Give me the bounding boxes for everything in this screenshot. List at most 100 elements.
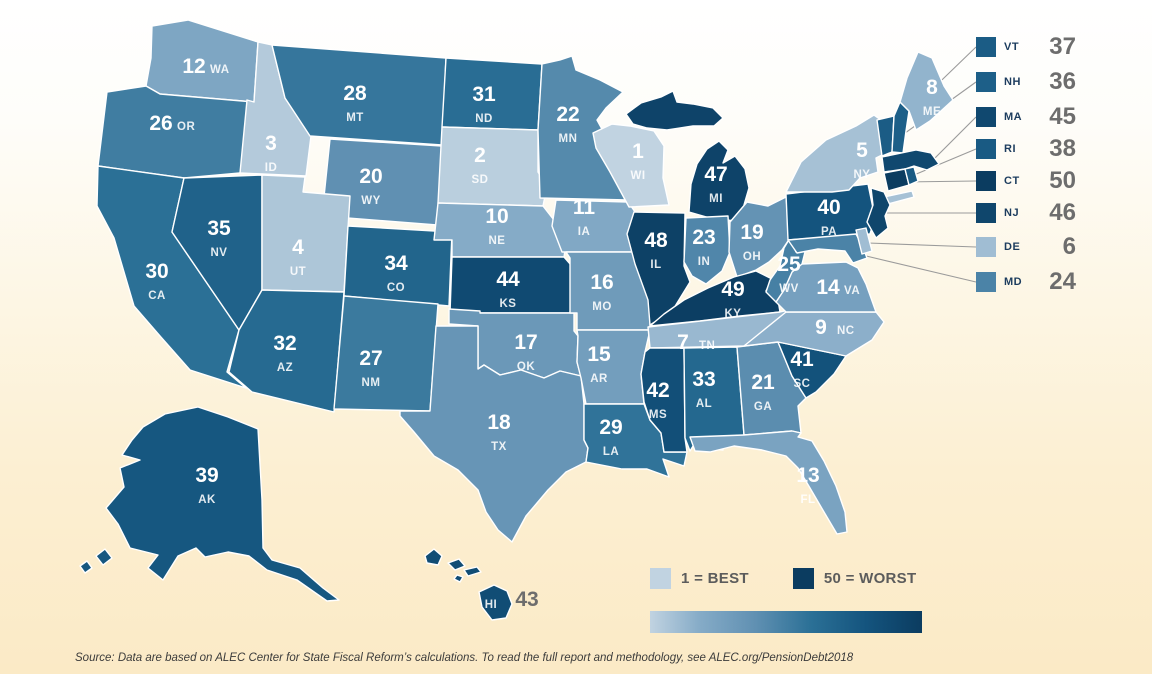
label-tx-abbr: TX xyxy=(491,441,507,453)
swatch-vt xyxy=(976,37,996,57)
label-nm-rank: 27 xyxy=(359,347,382,370)
small-state-rank: 50 xyxy=(1049,167,1076,194)
label-ga-abbr: GA xyxy=(754,401,772,413)
swatch-ri xyxy=(976,139,996,159)
state-hi-oahu xyxy=(447,558,466,571)
state-ak-island-2 xyxy=(79,560,93,574)
state-me xyxy=(899,51,954,131)
label-me-rank: 8 xyxy=(926,76,938,99)
label-il-rank: 48 xyxy=(644,229,668,252)
connector-de xyxy=(867,242,977,248)
label-ny-abbr: NY xyxy=(854,169,871,181)
worst-color-swatch xyxy=(792,567,814,589)
label-wy-abbr: WY xyxy=(361,195,381,207)
small-state-row-md: MD 24 xyxy=(976,268,1076,295)
label-ca-rank: 30 xyxy=(145,260,168,283)
small-state-rank: 37 xyxy=(1049,33,1076,60)
label-ms-abbr: MS xyxy=(649,409,667,421)
best-label: 1 = BEST xyxy=(681,569,749,587)
label-in-abbr: IN xyxy=(698,256,711,268)
label-me-abbr: ME xyxy=(923,106,941,118)
label-hi-rank: 43 xyxy=(515,588,538,611)
state-in xyxy=(683,215,731,285)
label-wv-rank: 25 xyxy=(777,253,801,276)
state-wv xyxy=(765,237,807,303)
small-state-row-ma: MA 45 xyxy=(976,103,1076,130)
small-state-abbr: VT xyxy=(1004,41,1020,53)
label-nv-abbr: NV xyxy=(211,247,228,259)
state-ar xyxy=(576,329,651,405)
label-nc-abbr: NC xyxy=(837,325,855,337)
source-attribution: Source: Data are based on ALEC Center fo… xyxy=(75,652,854,664)
state-ak xyxy=(105,406,340,602)
state-hi-kauai xyxy=(424,548,443,566)
small-state-abbr: NH xyxy=(1004,76,1021,88)
label-ar-rank: 15 xyxy=(587,343,611,366)
state-nm xyxy=(333,295,439,412)
swatch-md xyxy=(976,272,996,292)
swatch-ct xyxy=(976,171,996,191)
label-wi-rank: 1 xyxy=(632,140,644,163)
state-sd xyxy=(437,126,548,207)
small-state-row-nj: NJ 46 xyxy=(976,199,1076,226)
state-hi-maui xyxy=(453,574,464,583)
label-id-abbr: ID xyxy=(265,162,278,174)
label-nv-rank: 35 xyxy=(207,217,231,240)
small-state-abbr: DE xyxy=(1004,241,1021,253)
label-mi-rank: 47 xyxy=(704,163,727,186)
label-ky-abbr: KY xyxy=(725,308,742,320)
label-va-abbr: VA xyxy=(844,285,860,297)
label-mo-abbr: MO xyxy=(592,301,612,313)
small-state-rank: 36 xyxy=(1049,68,1076,95)
small-state-row-ri: RI 38 xyxy=(976,135,1076,162)
scale-legend: 1 = BEST 50 = WORST xyxy=(650,566,926,633)
connector-ma xyxy=(931,116,977,162)
label-ar-abbr: AR xyxy=(590,373,608,385)
state-ak-island-1 xyxy=(95,548,113,566)
state-or xyxy=(97,85,255,179)
label-sd-abbr: SD xyxy=(472,174,489,186)
label-mt-abbr: MT xyxy=(346,112,364,124)
small-state-row-vt: VT 37 xyxy=(976,33,1076,60)
state-hi-molokai xyxy=(463,566,482,577)
label-nc-rank: 9 xyxy=(815,316,827,339)
label-or-rank: 26 xyxy=(149,112,172,135)
small-state-rank: 45 xyxy=(1049,103,1076,130)
label-ca-abbr: CA xyxy=(148,290,166,302)
label-mt-rank: 28 xyxy=(343,82,367,105)
connector-ri xyxy=(913,148,977,176)
state-co xyxy=(343,225,453,307)
label-mn-abbr: MN xyxy=(559,133,578,145)
label-ny-rank: 5 xyxy=(856,139,868,162)
label-oh-abbr: OH xyxy=(743,251,761,263)
label-az-abbr: AZ xyxy=(277,362,293,374)
small-state-abbr: MA xyxy=(1004,111,1023,123)
legend-worst-item: 50 = WORST xyxy=(792,567,917,589)
label-tx-rank: 18 xyxy=(487,411,511,434)
color-scale-gradient-bar xyxy=(650,611,922,633)
small-state-abbr: RI xyxy=(1004,143,1016,155)
label-wy-rank: 20 xyxy=(359,165,382,188)
label-la-rank: 29 xyxy=(599,416,622,439)
state-fl xyxy=(689,430,848,535)
label-nm-abbr: NM xyxy=(362,377,381,389)
swatch-de xyxy=(976,237,996,257)
label-mo-rank: 16 xyxy=(590,271,613,294)
label-sc-rank: 41 xyxy=(790,348,814,371)
state-tx xyxy=(399,325,589,543)
label-fl-abbr: FL xyxy=(800,494,815,506)
label-ok-rank: 17 xyxy=(514,331,537,354)
label-ne-abbr: NE xyxy=(489,235,506,247)
worst-label: 50 = WORST xyxy=(823,569,917,587)
label-or-abbr: OR xyxy=(177,121,195,133)
label-wa-rank: 12 xyxy=(182,55,205,78)
state-shapes xyxy=(79,19,954,621)
label-co-rank: 34 xyxy=(384,252,408,275)
state-mi-upper-peninsula xyxy=(625,90,724,131)
label-mn-rank: 22 xyxy=(556,103,579,126)
label-ut-rank: 4 xyxy=(292,236,304,259)
label-al-abbr: AL xyxy=(696,398,712,410)
small-state-row-nh: NH 36 xyxy=(976,68,1076,95)
swatch-nh xyxy=(976,72,996,92)
